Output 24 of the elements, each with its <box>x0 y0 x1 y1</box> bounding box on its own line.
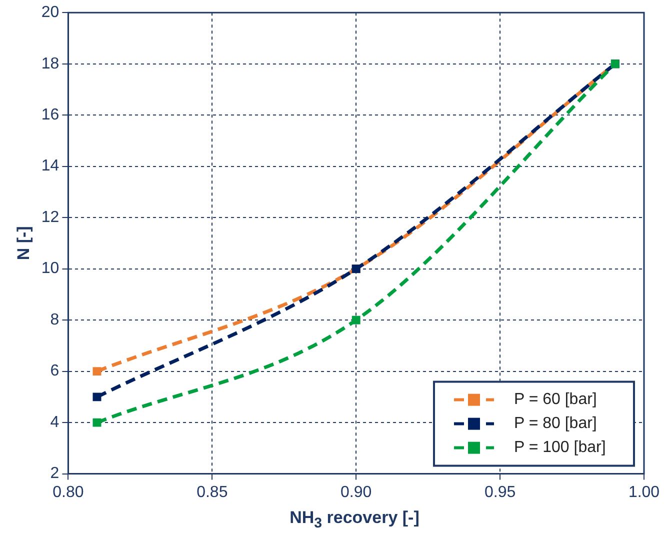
x-tick-label: 0.90 <box>340 484 372 501</box>
y-axis-title: N [-] <box>14 226 33 260</box>
y-tick-label: 8 <box>50 311 60 328</box>
legend-label: P = 60 [bar] <box>514 391 597 408</box>
x-tick-label: 0.80 <box>52 484 84 501</box>
legend-label: P = 80 [bar] <box>514 415 597 432</box>
y-tick-label: 16 <box>41 106 60 124</box>
point <box>92 418 102 427</box>
y-tick-label: 10 <box>41 260 60 278</box>
legend-label: P = 100 [bar] <box>514 439 606 456</box>
point <box>92 367 102 376</box>
point <box>92 392 102 402</box>
point <box>352 316 360 324</box>
x-tick-label: 0.85 <box>196 484 228 501</box>
y-tick-label: 2 <box>50 465 60 482</box>
y-tick-label: 6 <box>50 362 60 380</box>
x-tick-label: 1.00 <box>628 484 660 501</box>
y-tick-label: 14 <box>41 158 60 175</box>
y-tick-label: 18 <box>41 55 60 72</box>
y-tick-label: 4 <box>50 414 60 431</box>
x-tick-label: 0.95 <box>484 484 516 501</box>
x-axis-title: NH$_{3}$ recovery [-] <box>288 508 420 532</box>
y-tick-label: 20 <box>41 4 60 22</box>
y-tick-label: 12 <box>41 208 60 226</box>
